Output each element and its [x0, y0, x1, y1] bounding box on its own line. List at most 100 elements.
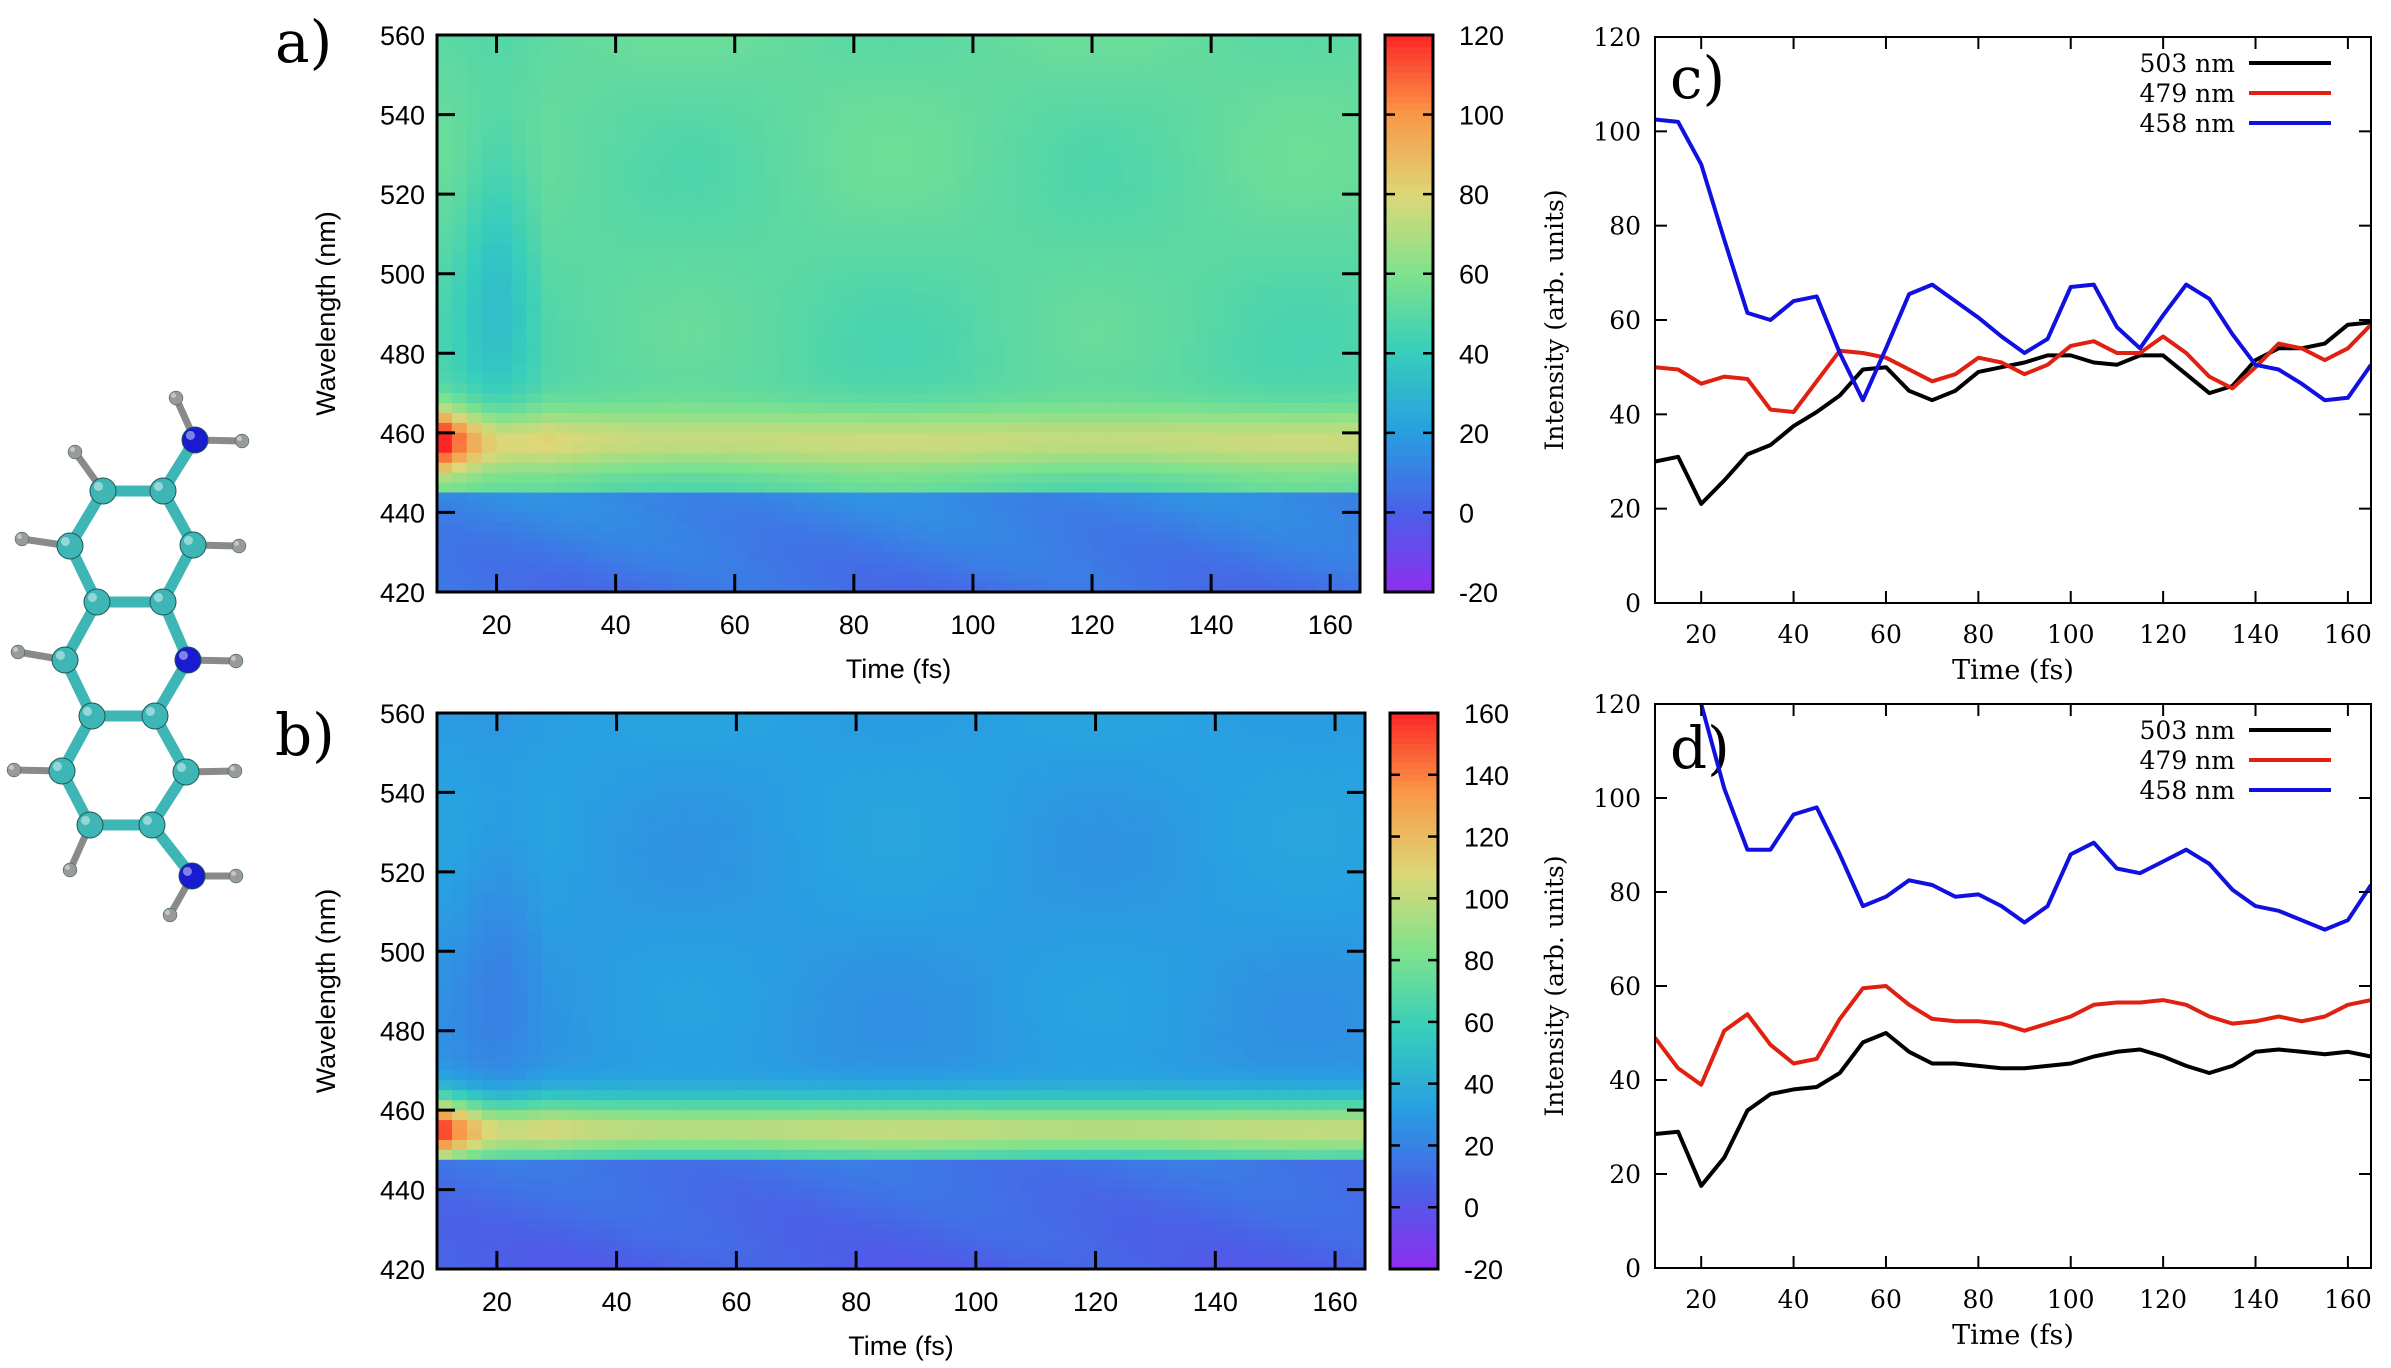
heatmap-cell: [751, 1209, 767, 1220]
heatmap-cell: [646, 722, 663, 734]
heatmap-cell: [466, 901, 483, 913]
heatmap-cell: [600, 432, 617, 444]
heatmap-cell: [1255, 263, 1272, 275]
heatmap-cell: [526, 842, 543, 853]
heatmap-cell: [541, 1000, 558, 1012]
heatmap-cell: [1017, 442, 1034, 454]
heatmap-cell: [466, 572, 483, 583]
heatmap-cell: [749, 273, 766, 285]
heatmap-cell: [1092, 532, 1108, 543]
colorbar-segment: [1385, 443, 1433, 451]
heatmap-cell: [541, 1159, 558, 1171]
heatmap-cell: [660, 44, 676, 56]
heatmap-cell: [496, 64, 513, 76]
heatmap-cell: [496, 293, 513, 305]
heatmap-cell: [676, 891, 693, 903]
heatmap-cell: [1211, 243, 1227, 255]
heatmap-cell: [571, 1120, 588, 1131]
heatmap-cell: [1151, 462, 1168, 474]
heatmap-cell: [451, 243, 468, 255]
heatmap-cell: [749, 243, 766, 255]
heatmap-cell: [570, 542, 587, 553]
heatmap-cell: [676, 742, 693, 754]
heatmap-cell: [824, 532, 840, 543]
heatmap-cell: [1300, 184, 1316, 195]
heatmap-cell: [570, 432, 587, 444]
heatmap-cell: [645, 303, 661, 315]
heatmap-cell: [734, 562, 751, 573]
heatmap-cell: [751, 742, 767, 754]
heatmap-cell: [868, 452, 885, 464]
heatmap-cell: [1226, 353, 1242, 364]
heatmap-cell: [1151, 174, 1168, 185]
heatmap-cell: [928, 343, 944, 354]
heatmap-cell: [764, 422, 781, 434]
heatmap-cell: [645, 44, 661, 56]
heatmap-cell: [1017, 223, 1034, 235]
heatmap-cell: [496, 1120, 513, 1131]
heatmap-cell: [1330, 492, 1346, 504]
x-tick-label: 80: [839, 610, 869, 640]
heatmap-cell: [526, 323, 542, 334]
heatmap-cell: [736, 1040, 752, 1052]
heatmap-cell: [721, 1120, 737, 1131]
heatmap-cell: [764, 184, 781, 195]
heatmap-cell: [1166, 582, 1182, 593]
heatmap-cell: [1106, 273, 1123, 285]
heatmap-cell: [824, 432, 840, 444]
heatmap-cell: [1285, 343, 1302, 354]
heatmap-cell: [1047, 442, 1063, 454]
heatmap-cell: [1345, 144, 1361, 155]
atom-C: [78, 702, 106, 730]
heatmap-cell: [721, 822, 737, 833]
heatmap-cell: [1315, 134, 1331, 146]
heatmap-cell: [913, 373, 929, 384]
atom-C: [179, 531, 207, 559]
heatmap-cell: [987, 422, 1004, 434]
heatmap-cell: [1226, 303, 1242, 315]
heatmap-cell: [616, 762, 633, 774]
heatmap-cell: [496, 154, 513, 165]
heatmap-cell: [1002, 462, 1019, 474]
heatmap-cell: [1345, 512, 1361, 523]
heatmap-cell: [437, 901, 453, 913]
heatmap-cell: [1330, 472, 1346, 484]
heatmap-cell: [972, 472, 989, 484]
heatmap-cell: [1226, 343, 1242, 354]
heatmap-cell: [615, 383, 632, 394]
heatmap-cell: [615, 572, 632, 583]
heatmap-cell: [585, 572, 602, 583]
heatmap-cell: [1106, 522, 1123, 533]
heatmap-cell: [706, 822, 722, 833]
heatmap-cell: [481, 1259, 498, 1270]
heatmap-cell: [466, 752, 483, 764]
heatmap-cell: [779, 44, 795, 56]
heatmap-cell: [1092, 243, 1108, 255]
heatmap-cell: [675, 353, 691, 364]
heatmap-cell: [600, 223, 617, 235]
heatmap-cell: [719, 313, 736, 325]
heatmap-cell: [1255, 542, 1272, 553]
heatmap-cell: [838, 223, 855, 235]
heatmap-cell: [1166, 502, 1182, 514]
heatmap-cell: [751, 1199, 767, 1211]
heatmap-cell: [601, 722, 618, 734]
heatmap-cell: [779, 582, 795, 593]
heatmap-cell: [630, 303, 647, 315]
heatmap-cell: [466, 54, 483, 66]
heatmap-cell: [1226, 164, 1242, 175]
heatmap-cell: [1002, 214, 1019, 225]
heatmap-cell: [1062, 353, 1078, 364]
heatmap-cell: [1077, 233, 1093, 245]
heatmap-cell: [883, 174, 900, 185]
heatmap-cell: [1330, 422, 1346, 434]
heatmap-cell: [690, 333, 706, 344]
heatmap-cell: [1330, 184, 1346, 195]
heatmap-cell: [749, 204, 766, 215]
heatmap-cell: [749, 432, 766, 444]
heatmap-cell: [794, 452, 810, 464]
heatmap-cell: [496, 303, 513, 315]
heatmap-cell: [1315, 542, 1331, 553]
colorbar-segment: [1385, 350, 1433, 358]
atom-C: [172, 758, 200, 786]
